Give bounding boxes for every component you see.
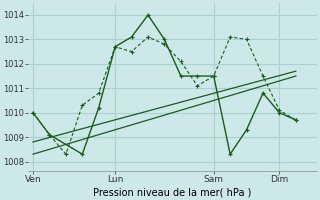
X-axis label: Pression niveau de la mer( hPa ): Pression niveau de la mer( hPa ) — [93, 187, 252, 197]
